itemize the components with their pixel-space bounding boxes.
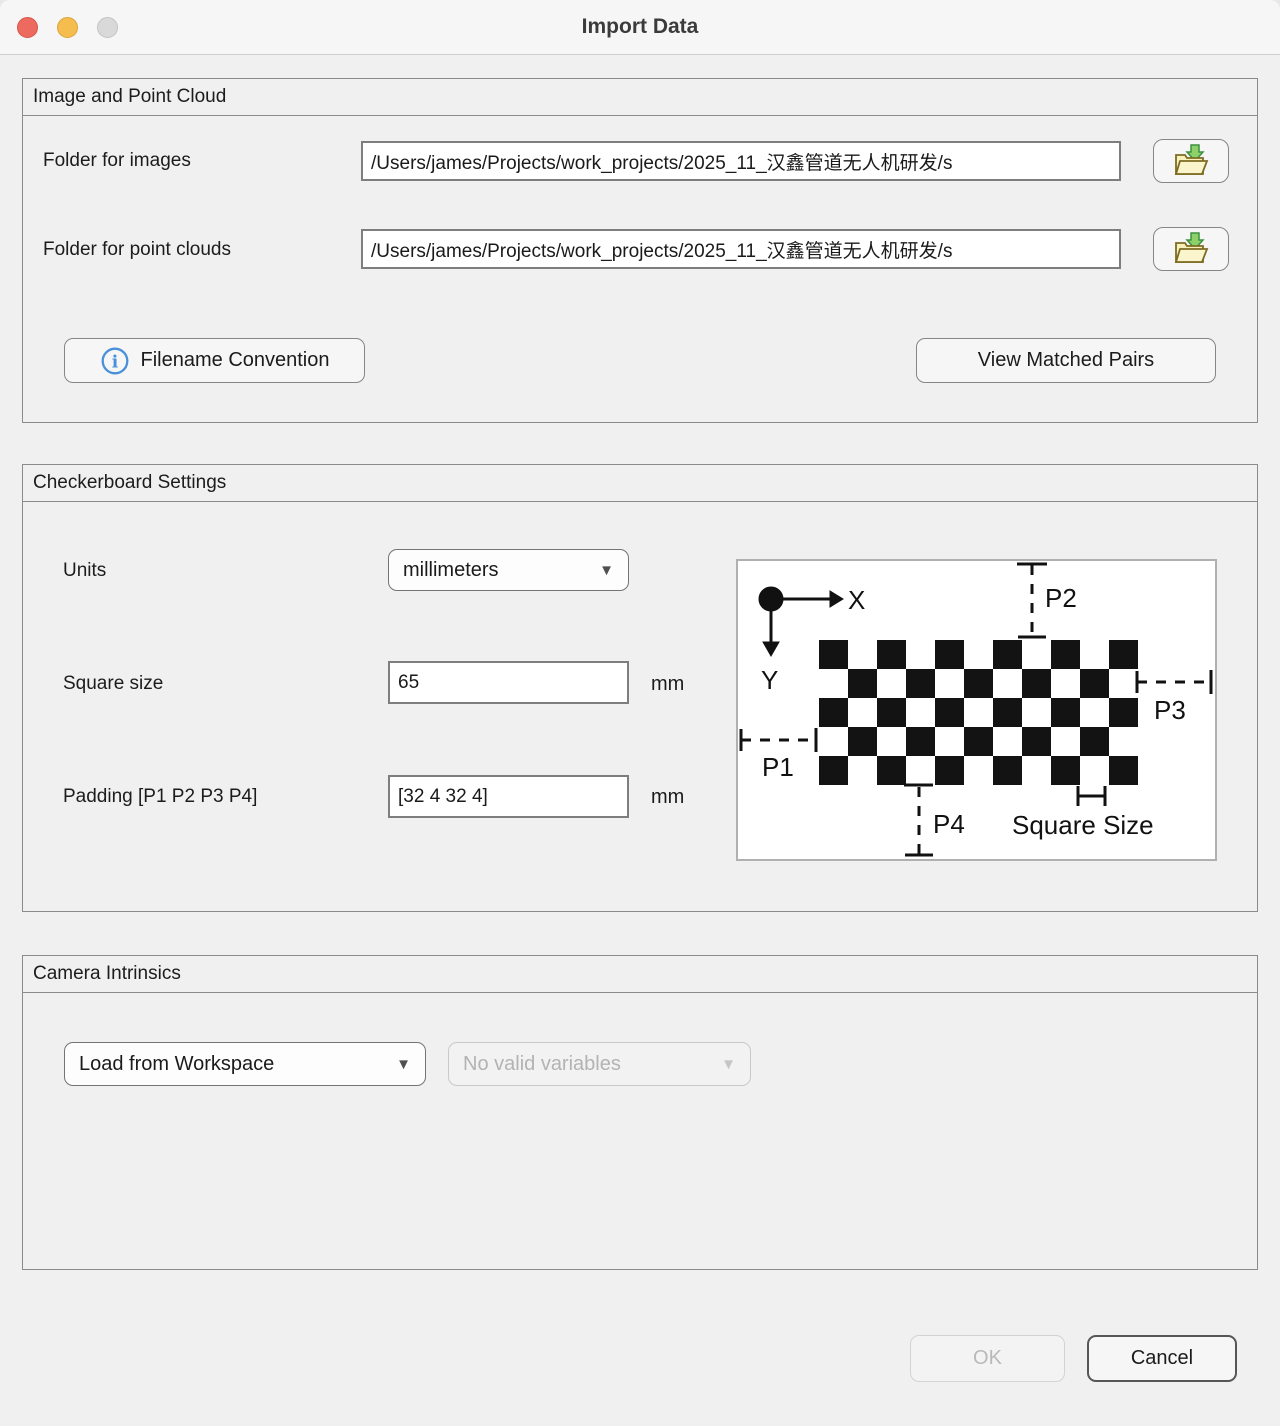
intrinsics-variable-value: No valid variables: [463, 1052, 621, 1075]
ok-label: OK: [973, 1347, 1002, 1369]
units-dropdown[interactable]: millimeters ▼: [388, 549, 629, 591]
zoom-button-disabled: [97, 17, 118, 38]
square-size-unit: mm: [651, 673, 685, 695]
section-camera-intrinsics: Camera Intrinsics Load from Workspace ▼ …: [22, 955, 1258, 1270]
view-matched-pairs-label: View Matched Pairs: [977, 349, 1155, 371]
cancel-button[interactable]: Cancel: [1087, 1335, 1237, 1382]
p3-marker: [1135, 670, 1213, 694]
intrinsics-source-dropdown[interactable]: Load from Workspace ▼: [64, 1042, 426, 1086]
svg-text:i: i: [111, 352, 118, 372]
view-matched-pairs-button[interactable]: View Matched Pairs: [916, 338, 1216, 383]
folder-images-input[interactable]: [361, 141, 1121, 181]
browse-images-button[interactable]: [1153, 139, 1229, 183]
open-folder-icon: [1174, 232, 1209, 263]
folder-point-clouds-label: Folder for point clouds: [43, 239, 231, 260]
window-title: Import Data: [581, 15, 699, 38]
browse-point-clouds-button[interactable]: [1153, 227, 1229, 271]
padding-input[interactable]: [388, 775, 629, 818]
diagram-annotations: [739, 562, 1213, 857]
p4-marker: [904, 783, 933, 857]
filename-convention-button[interactable]: i Filename Convention: [64, 338, 365, 383]
open-folder-icon: [1174, 144, 1209, 175]
chevron-down-icon: ▼: [599, 561, 614, 579]
filename-convention-label: Filename Convention: [140, 349, 330, 371]
origin-marker: [758, 586, 844, 658]
p1-label: P1: [762, 752, 794, 782]
units-dropdown-value: millimeters: [403, 558, 499, 581]
minimize-button[interactable]: [57, 17, 78, 38]
ok-button: OK: [910, 1335, 1065, 1382]
padding-label: Padding [P1 P2 P3 P4]: [63, 786, 258, 807]
cancel-label: Cancel: [1130, 1347, 1194, 1369]
x-axis-label: X: [848, 585, 866, 615]
folder-images-label: Folder for images: [43, 150, 191, 171]
window-controls: [17, 17, 118, 38]
titlebar: Import Data: [0, 0, 1280, 55]
p4-label: P4: [933, 809, 965, 839]
units-label: Units: [63, 560, 107, 581]
section-checkerboard-title: Checkerboard Settings: [23, 465, 1257, 502]
checkerboard-diagram: X Y P1 P2 P3 P4 Square Size: [736, 559, 1217, 861]
info-icon: i: [101, 347, 128, 374]
p2-label: P2: [1045, 583, 1077, 613]
section-checkerboard-settings: Checkerboard Settings Units millimeters …: [22, 464, 1258, 912]
p1-marker: [739, 728, 818, 752]
square-size-label: Square size: [63, 673, 164, 694]
chevron-down-icon: ▼: [396, 1055, 411, 1073]
checkerboard-graphic: [819, 640, 1138, 785]
y-axis-label: Y: [761, 665, 779, 695]
close-button[interactable]: [17, 17, 38, 38]
padding-unit: mm: [651, 786, 685, 808]
chevron-down-icon: ▼: [721, 1055, 736, 1073]
section-image-point-cloud-title: Image and Point Cloud: [23, 79, 1257, 116]
square-size-bracket: [1076, 786, 1107, 806]
intrinsics-source-value: Load from Workspace: [79, 1052, 275, 1075]
square-size-caption: Square Size: [1012, 810, 1154, 840]
p2-marker: [1017, 562, 1047, 639]
section-image-point-cloud: Image and Point Cloud Folder for images …: [22, 78, 1258, 423]
p3-label: P3: [1154, 695, 1186, 725]
intrinsics-variable-dropdown: No valid variables ▼: [448, 1042, 751, 1086]
section-camera-intrinsics-title: Camera Intrinsics: [23, 956, 1257, 993]
folder-point-clouds-input[interactable]: [361, 229, 1121, 269]
square-size-input[interactable]: [388, 661, 629, 704]
